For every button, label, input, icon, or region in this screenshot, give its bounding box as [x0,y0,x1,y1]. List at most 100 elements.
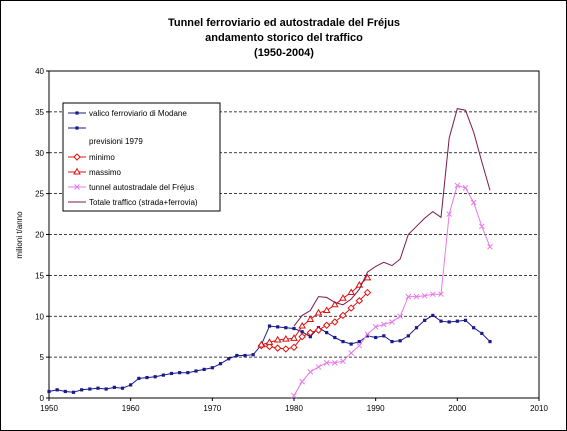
y-tick-label: 20 [35,231,44,240]
legend-item: valico ferroviario di Modane [68,109,187,118]
series-lines [47,108,493,399]
data-point [273,344,282,352]
data-point [96,386,100,390]
data-point [478,223,485,230]
data-point [480,331,484,336]
data-point [389,319,395,325]
data-point [298,332,306,341]
data-point [325,331,329,335]
chart-title: Tunnel ferroviario ed autostradale del F… [168,17,400,59]
data-point [463,318,468,322]
data-point [413,293,420,300]
data-point [331,318,339,326]
data-point [431,313,435,318]
series-line [293,108,491,327]
data-point [331,359,338,366]
data-point [276,325,280,329]
data-point [348,350,355,356]
legend-marker [75,111,79,115]
data-point [414,326,419,330]
legend: valico ferroviario di Modane previsioni 1… [62,102,221,212]
data-point [365,334,370,338]
x-axis-ticks: 1950 1960 1970 1980 1990 2000 2010 [40,398,548,413]
series-line [293,184,491,396]
data-point [397,313,404,320]
data-point [145,375,149,380]
legend-item: previsioni 1979 [89,137,143,146]
legend-item: tunnel autostradale del Fréjus [68,183,194,192]
data-point [372,324,379,330]
data-point [380,321,387,328]
data-point [112,385,116,389]
data-point [71,390,76,394]
data-point [364,331,371,338]
x-tick-label: 1950 [40,404,58,413]
y-tick-label: 35 [35,108,44,117]
data-point [357,339,361,344]
data-point [251,353,255,357]
legend-item: massimo [68,167,122,177]
x-tick-label: 1960 [122,404,140,413]
data-point [314,308,323,316]
data-point [290,343,298,352]
data-point [291,392,297,399]
series-3 [291,182,493,399]
data-point [390,339,394,344]
data-point [455,319,459,323]
legend-label: previsioni 1979 [89,137,143,146]
data-point [447,320,451,324]
title-line-3: (1950-2004) [254,47,314,59]
data-point [446,211,453,217]
data-point [340,358,346,365]
x-tick-label: 1970 [203,404,221,413]
data-point [439,319,443,323]
data-point [88,387,92,391]
data-point [347,288,356,296]
data-point [63,389,67,394]
data-point [314,326,323,334]
data-point [355,297,364,305]
legend-item [68,126,86,130]
data-point [438,291,444,298]
series-1 [257,288,372,353]
data-point [454,182,461,189]
data-point [290,334,298,341]
x-tick-label: 1990 [367,404,385,413]
data-point [349,342,353,346]
data-point [137,376,141,380]
data-point [307,368,314,375]
data-point [153,375,157,379]
data-point [405,293,412,300]
data-point [284,326,288,330]
data-point [406,334,410,338]
legend-box [62,102,221,212]
data-point [298,321,307,329]
data-point [265,342,274,351]
data-point [363,273,372,281]
data-point [80,388,84,392]
data-point [339,311,347,320]
data-point [120,386,125,390]
legend-label: minimo [89,153,115,162]
data-point [382,334,386,338]
data-point [472,326,476,330]
data-point [194,369,198,373]
data-point [487,243,493,250]
data-point [347,304,355,312]
data-point [282,345,290,353]
data-point [300,330,304,334]
y-tick-label: 10 [35,312,44,321]
data-point [308,335,312,339]
data-point [363,288,372,297]
data-point [227,357,231,361]
legend-label: tunnel autostradale del Fréjus [89,183,194,192]
data-point [488,339,492,344]
series-2 [257,273,372,348]
y-tick-label: 0 [40,394,45,403]
y-tick-label: 40 [35,67,44,76]
y-tick-label: 15 [35,271,44,280]
legend-marker [73,167,81,175]
legend-label: valico ferroviario di Modane [89,109,187,118]
data-point [356,342,363,349]
